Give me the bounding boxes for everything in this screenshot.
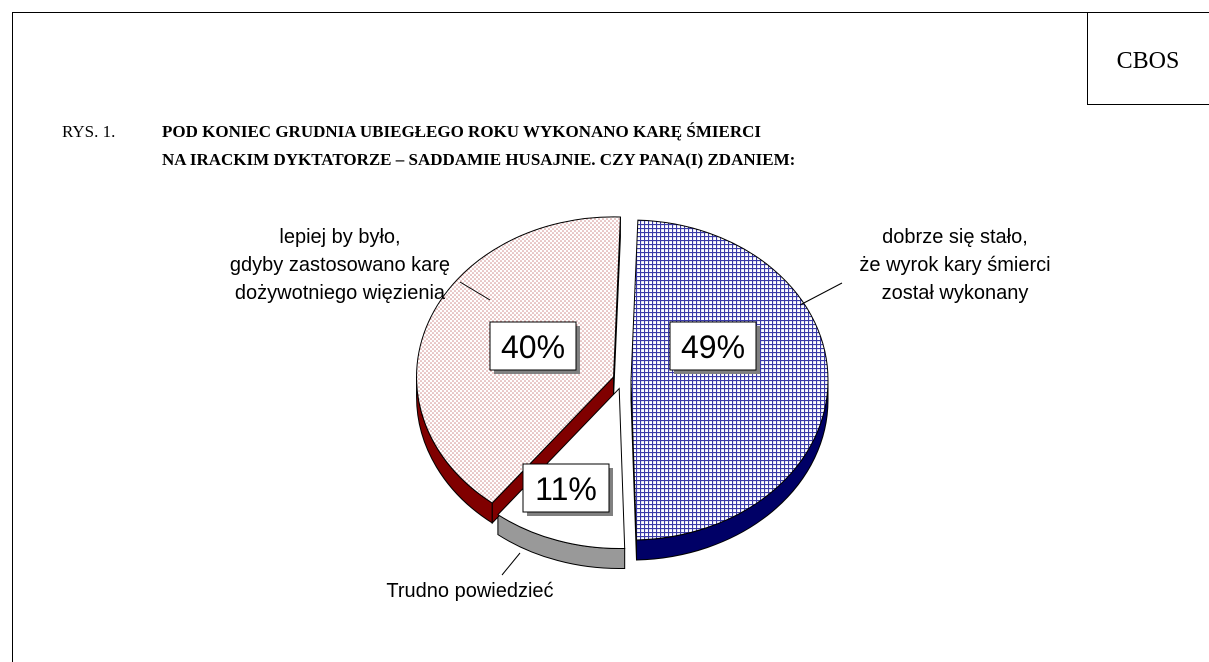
brand-box <box>1087 12 1209 105</box>
frame <box>12 12 1209 662</box>
value-label: 40% <box>501 329 565 365</box>
title: POD KONIEC GRUDNIA UBIEGŁEGO ROKU WYKONA… <box>162 122 761 141</box>
leader-line <box>459 281 491 301</box>
value-label: 49% <box>681 329 745 365</box>
label-box <box>669 321 757 371</box>
value-label: 11% <box>535 471 597 507</box>
category-label: dobrze się stało, że wyrok kary śmierci zo… <box>859 226 1050 304</box>
leader-line <box>799 282 843 306</box>
slice <box>630 219 829 541</box>
figure-number: RYS. 1. <box>62 122 115 141</box>
category-label: lepiej by było, gdyby zastosowano karę doż… <box>230 226 450 304</box>
label-box <box>522 463 610 513</box>
category-label: Trudno powiedzieć <box>386 580 553 602</box>
title: NA IRACKIM DYKTATORZE – SADDAMIE HUSAJNI… <box>162 150 795 169</box>
brand: CBOS <box>1117 48 1180 74</box>
label-box <box>489 321 577 371</box>
leader-line <box>501 552 521 576</box>
